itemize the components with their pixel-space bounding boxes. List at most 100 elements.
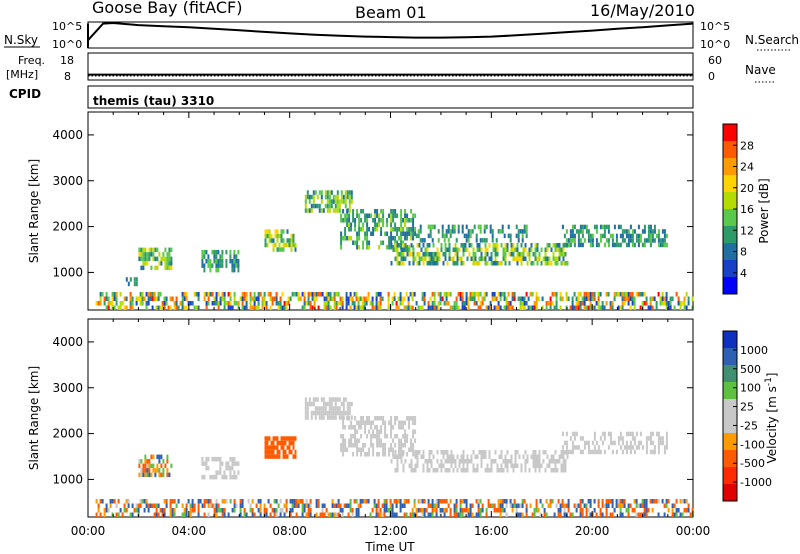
heatmap-cell bbox=[348, 222, 351, 227]
heatmap-cell bbox=[524, 256, 527, 261]
heatmap-cell bbox=[434, 261, 437, 266]
heatmap-cell bbox=[221, 292, 224, 297]
heatmap-cell bbox=[388, 213, 391, 218]
heatmap-cell bbox=[101, 499, 104, 504]
heatmap-cell bbox=[328, 401, 331, 407]
heatmap-cell bbox=[402, 425, 405, 430]
heatmap-cell bbox=[511, 503, 514, 508]
heatmap-cell bbox=[433, 305, 436, 310]
heatmap-cell bbox=[532, 261, 535, 266]
heatmap-cell bbox=[501, 229, 504, 234]
heatmap-cell bbox=[273, 499, 276, 504]
heatmap-cell bbox=[651, 508, 654, 513]
heatmap-cell bbox=[341, 305, 344, 310]
velocity-colorbar-label: Velocity [m s-1] bbox=[764, 373, 779, 464]
nave-tick-top: 60 bbox=[708, 54, 722, 67]
heatmap-cell bbox=[138, 247, 141, 253]
heatmap-cell bbox=[279, 499, 282, 504]
heatmap-cell bbox=[593, 449, 596, 455]
y-tick-label: 4000 bbox=[52, 335, 83, 349]
heatmap-cell bbox=[506, 459, 509, 464]
heatmap-cell bbox=[328, 406, 331, 411]
heatmap-cell bbox=[479, 229, 482, 234]
heatmap-cell bbox=[649, 436, 652, 441]
heatmap-cell bbox=[135, 281, 138, 287]
heatmap-cell bbox=[370, 438, 373, 443]
heatmap-cell bbox=[372, 443, 375, 448]
heatmap-cell bbox=[263, 503, 266, 508]
heatmap-cell bbox=[229, 305, 232, 310]
heatmap-cell bbox=[581, 229, 584, 234]
heatmap-cell bbox=[99, 296, 102, 301]
heatmap-cell bbox=[265, 305, 268, 310]
heatmap-cell bbox=[540, 247, 543, 252]
heatmap-cell bbox=[109, 503, 112, 508]
heatmap-cell bbox=[543, 512, 546, 517]
heatmap-cell bbox=[564, 252, 567, 257]
heatmap-cell bbox=[313, 292, 316, 297]
heatmap-cell bbox=[442, 463, 445, 468]
heatmap-cell bbox=[400, 240, 403, 245]
heatmap-cell bbox=[274, 229, 277, 234]
heatmap-cell bbox=[477, 503, 480, 508]
heatmap-cell bbox=[328, 415, 331, 420]
heatmap-cell bbox=[402, 252, 405, 257]
heatmap-cell bbox=[505, 301, 508, 306]
heatmap-cell bbox=[378, 434, 381, 439]
heatmap-cell bbox=[433, 296, 436, 301]
heatmap-cell bbox=[297, 296, 300, 301]
heatmap-cell bbox=[571, 449, 574, 455]
heatmap-cell bbox=[327, 512, 330, 517]
heatmap-cell bbox=[285, 301, 288, 306]
heatmap-cell bbox=[356, 236, 359, 241]
heatmap-cell bbox=[441, 508, 444, 513]
heatmap-cell bbox=[581, 449, 584, 455]
heatmap-cell bbox=[169, 503, 172, 508]
heatmap-cell bbox=[338, 199, 341, 204]
heatmap-cell bbox=[413, 512, 416, 517]
heatmap-cell bbox=[589, 305, 592, 310]
heatmap-cell bbox=[113, 292, 116, 297]
heatmap-cell bbox=[280, 247, 283, 252]
heatmap-cell bbox=[496, 261, 499, 266]
heatmap-cell bbox=[213, 512, 216, 517]
heatmap-cell bbox=[512, 247, 515, 252]
heatmap-cell bbox=[443, 301, 446, 306]
heatmap-cell bbox=[239, 512, 242, 517]
heatmap-cell bbox=[645, 238, 648, 243]
heatmap-cell bbox=[257, 301, 260, 306]
heatmap-cell bbox=[372, 420, 375, 425]
heatmap-cell bbox=[443, 508, 446, 513]
heatmap-cell bbox=[383, 512, 386, 517]
heatmap-cell bbox=[560, 247, 563, 252]
heatmap-cell bbox=[243, 292, 246, 297]
heatmap-cell bbox=[353, 305, 356, 310]
heatmap-cell bbox=[395, 512, 398, 517]
heatmap-cell bbox=[571, 301, 574, 306]
heatmap-cell bbox=[304, 194, 307, 200]
heatmap-cell bbox=[564, 468, 567, 473]
heatmap-cell bbox=[540, 463, 543, 468]
heatmap-cell bbox=[589, 449, 592, 455]
heatmap-cell bbox=[406, 247, 409, 252]
heatmap-cell bbox=[479, 301, 482, 306]
heatmap-cell bbox=[181, 292, 184, 297]
heatmap-cell bbox=[165, 301, 168, 306]
heatmap-cell bbox=[466, 256, 469, 261]
heatmap-cell bbox=[303, 292, 306, 297]
heatmap-cell bbox=[667, 508, 670, 513]
heatmap-cell bbox=[152, 468, 155, 473]
heatmap-cell bbox=[355, 512, 358, 517]
heatmap-cell bbox=[295, 499, 298, 504]
heatmap-cell bbox=[559, 508, 562, 513]
heatmap-cell bbox=[585, 229, 588, 234]
heatmap-cell bbox=[323, 503, 326, 508]
heatmap-cell bbox=[373, 499, 376, 504]
heatmap-cell bbox=[292, 242, 295, 248]
heatmap-cell bbox=[565, 440, 568, 446]
heatmap-cell bbox=[449, 512, 452, 517]
heatmap-cell bbox=[430, 252, 433, 257]
heatmap-cell bbox=[410, 227, 413, 232]
heatmap-cell bbox=[340, 213, 343, 218]
heatmap-cell bbox=[627, 229, 630, 234]
